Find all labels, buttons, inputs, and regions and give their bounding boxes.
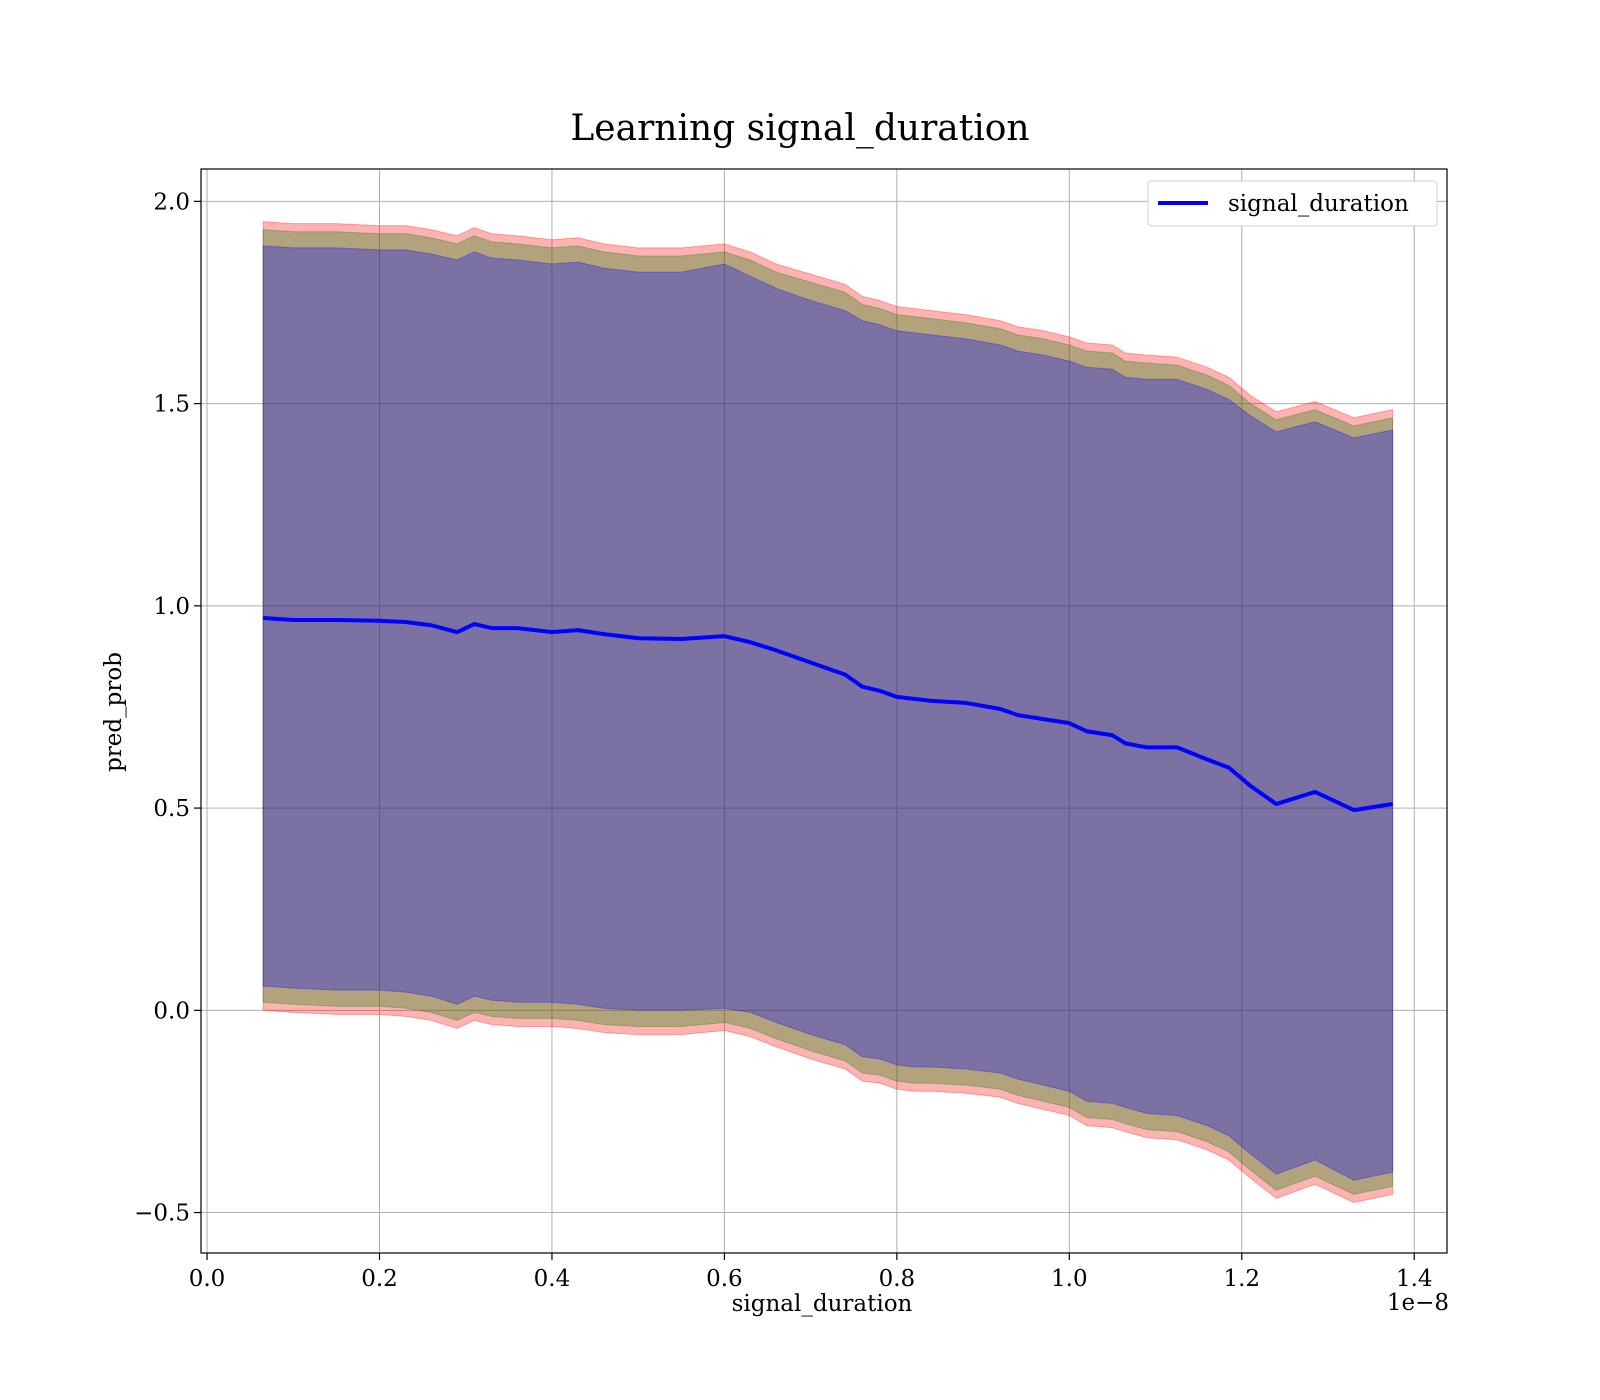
confidence-band-1 xyxy=(262,229,1394,1195)
y-tick-label: 0.5 xyxy=(153,796,190,822)
legend-label: signal_duration xyxy=(1228,191,1409,217)
x-tick-label: 0.0 xyxy=(189,1266,226,1292)
x-tick-label: 0.2 xyxy=(361,1266,398,1292)
confidence-band-0 xyxy=(262,221,1394,1203)
series-line-0 xyxy=(262,615,1393,813)
confidence-band-2 xyxy=(262,245,1394,1181)
legend-frame xyxy=(1147,180,1438,227)
axes-frame xyxy=(200,168,1448,1254)
x-tick-label: 0.8 xyxy=(879,1266,916,1292)
y-axis-label: pred_prob xyxy=(101,652,127,772)
x-tick-label: 1.2 xyxy=(1223,1266,1260,1292)
x-axis-offset-text: 1e−8 xyxy=(1387,1290,1449,1316)
y-tick-label: −0.5 xyxy=(134,1201,190,1227)
x-tick-label: 0.6 xyxy=(706,1266,743,1292)
x-tick-label: 1.4 xyxy=(1396,1266,1433,1292)
chart-title: Learning signal_duration xyxy=(570,108,1029,149)
x-tick-label: 0.4 xyxy=(534,1266,571,1292)
x-axis-label: signal_duration xyxy=(732,1291,913,1317)
plot-area: 0.0 0.2 0.4 0.6 0.8 1.0 1.2 1.4 −0.5 0.0 0.5 1.0 1.5… xyxy=(134,168,1448,1292)
y-tick-label: 2.0 xyxy=(153,189,190,215)
y-tick-label: 1.5 xyxy=(153,392,190,418)
legend: signal_duration xyxy=(1147,180,1438,227)
y-tick-label: 1.0 xyxy=(153,594,190,620)
y-tick-label: 0.0 xyxy=(153,998,190,1024)
x-tick-label: 1.0 xyxy=(1051,1266,1088,1292)
